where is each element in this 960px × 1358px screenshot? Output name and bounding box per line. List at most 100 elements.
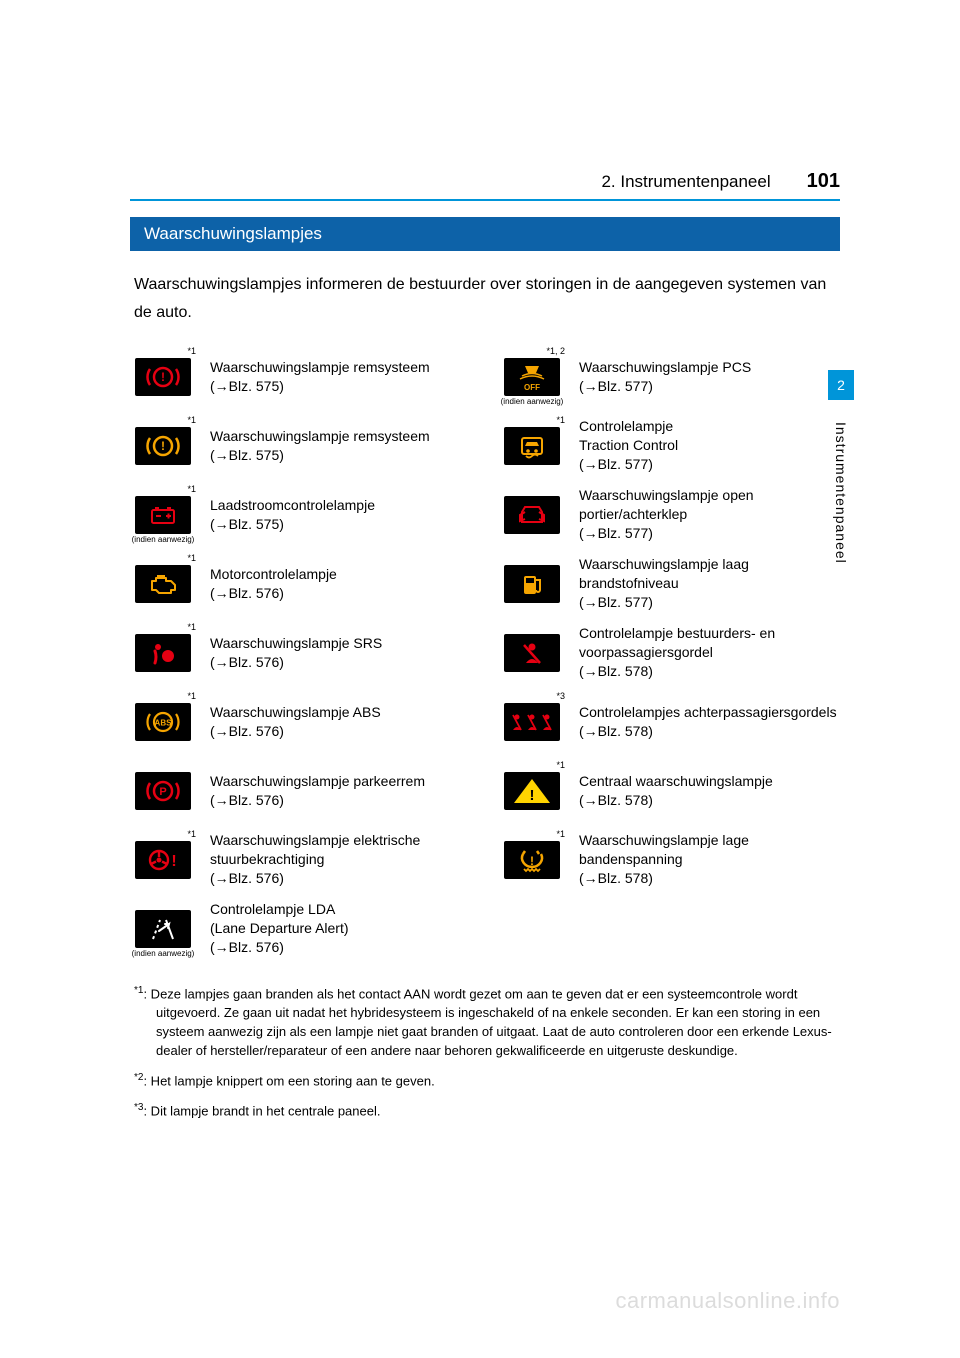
warning-entry-srs: *1 Waarschuwingslampje SRS(→Blz. 576): [130, 623, 471, 682]
columns: *1 ! Waarschuwingslampje remsysteem(→Blz…: [130, 347, 840, 968]
warning-label: Controlelampje bestuurders- en voorpassa…: [579, 624, 840, 681]
engine-icon: [135, 565, 191, 603]
warning-entry-parkbrake: P Waarschuwingslampje parkeerrem(→Blz. 5…: [130, 761, 471, 820]
section-title: 2. Instrumentenpaneel: [601, 172, 770, 192]
warning-label: Waarschuwingslampje ABS(→Blz. 576): [210, 703, 471, 741]
rearbelt-icon: [504, 703, 560, 741]
pcs-icon: OFF: [504, 358, 560, 396]
page: 2. Instrumentenpaneel 101 Waarschuwingsl…: [0, 0, 960, 1358]
icon-subscript: (indien aanwezig): [132, 536, 195, 544]
warning-entry-frontbelt: Controlelampje bestuurders- en voorpassa…: [499, 623, 840, 682]
icon-wrap: P: [130, 761, 196, 820]
warning-label: Waarschuwingslampje elektrische stuurbek…: [210, 831, 471, 888]
icon-wrap: *1: [499, 416, 565, 475]
icon-superscript: *1: [556, 830, 565, 839]
traction-icon: [504, 427, 560, 465]
svg-text:!: !: [530, 787, 535, 804]
icon-wrap: *1 !: [130, 830, 196, 889]
warning-label: Waarschuwingslampje parkeerrem(→Blz. 576…: [210, 772, 471, 810]
icon-wrap: (indien aanwezig): [130, 899, 196, 958]
warning-label: Waarschuwingslampje remsysteem(→Blz. 575…: [210, 358, 471, 396]
icon-superscript: *1: [187, 416, 196, 425]
icon-wrap: *1 !: [499, 761, 565, 820]
warning-label: Controlelampjes achterpassagiersgordels(…: [579, 703, 840, 741]
warning-entry-lda: (indien aanwezig) Controlelampje LDA(Lane…: [130, 899, 471, 958]
warning-label: Waarschuwingslampje laag brandstofniveau…: [579, 555, 840, 612]
warning-entry-charge: *1 (indien aanwezig) Laadstroomcontrolela…: [130, 485, 471, 544]
warning-label: Laadstroomcontrolelampje(→Blz. 575): [210, 496, 471, 534]
icon-wrap: *1 !: [130, 347, 196, 406]
watermark: carmanualsonline.info: [615, 1288, 840, 1314]
footnote-text: : Deze lampjes gaan branden als het cont…: [143, 986, 831, 1058]
fuel-icon: [504, 565, 560, 603]
master-icon: !: [504, 772, 560, 810]
footnote-text: : Dit lampje brandt in het centrale pane…: [143, 1103, 380, 1118]
svg-text:OFF: OFF: [524, 383, 540, 392]
svg-text:!: !: [161, 370, 165, 384]
side-tab-label: Instrumentenpaneel: [833, 422, 849, 564]
icon-wrap: [499, 623, 565, 682]
eps-icon: !: [135, 841, 191, 879]
warning-label: Waarschuwingslampje open portier/achterk…: [579, 486, 840, 543]
header-rule: [130, 199, 840, 201]
icon-wrap: *1: [130, 554, 196, 613]
warning-entry-tpms: *1 ! Waarschuwingslampje lage bandenspan…: [499, 830, 840, 889]
warning-label: Controlelampje LDA(Lane Departure Alert)…: [210, 900, 471, 957]
warning-label: Motorcontrolelampje(→Blz. 576): [210, 565, 471, 603]
warning-entry-eps: *1 ! Waarschuwingslampje elektrische stu…: [130, 830, 471, 889]
svg-text:ABS: ABS: [155, 719, 173, 728]
icon-subscript: (indien aanwezig): [132, 950, 195, 958]
icon-superscript: *1: [187, 485, 196, 494]
content-row: *1 ! Waarschuwingslampje remsysteem(→Blz…: [130, 347, 840, 968]
warning-entry-pcs: *1, 2 OFF (indien aanwezig) Waarschuwings…: [499, 347, 840, 406]
icon-wrap: *1: [130, 623, 196, 682]
column-right: *1, 2 OFF (indien aanwezig) Waarschuwings…: [499, 347, 840, 968]
footnotes: *1: Deze lampjes gaan branden als het co…: [130, 984, 840, 1121]
icon-superscript: *1: [187, 554, 196, 563]
column-left: *1 ! Waarschuwingslampje remsysteem(→Blz…: [130, 347, 471, 968]
svg-text:!: !: [530, 854, 534, 868]
icon-wrap: *1 (indien aanwezig): [130, 485, 196, 544]
icon-wrap: *1 !: [499, 830, 565, 889]
warning-label: Centraal waarschuwingslampje(→Blz. 578): [579, 772, 840, 810]
warning-entry-abs: *1 ABS Waarschuwingslampje ABS(→Blz. 576…: [130, 692, 471, 751]
dooropen-icon: [504, 496, 560, 534]
brake-amber-icon: !: [135, 427, 191, 465]
warning-entry-brake-red: *1 ! Waarschuwingslampje remsysteem(→Blz…: [130, 347, 471, 406]
icon-wrap: [499, 485, 565, 544]
icon-superscript: *1, 2: [546, 347, 565, 356]
abs-icon: ABS: [135, 703, 191, 741]
warning-label: ControlelampjeTraction Control(→Blz. 577…: [579, 417, 840, 474]
svg-text:!: !: [171, 853, 176, 870]
icon-superscript: *1: [187, 830, 196, 839]
icon-superscript: *1: [556, 416, 565, 425]
page-number: 101: [807, 170, 840, 193]
svg-text:P: P: [159, 786, 166, 798]
icon-wrap: [499, 554, 565, 613]
svg-text:!: !: [161, 439, 165, 453]
footnote: *2: Het lampje knippert om een storing a…: [134, 1071, 836, 1091]
icon-superscript: *1: [556, 761, 565, 770]
footnote: *1: Deze lampjes gaan branden als het co…: [134, 984, 836, 1061]
lda-icon: [135, 910, 191, 948]
footnote-text: : Het lampje knippert om een storing aan…: [143, 1073, 434, 1088]
icon-superscript: *1: [187, 347, 196, 356]
icon-subscript: (indien aanwezig): [501, 398, 564, 406]
icon-wrap: *3: [499, 692, 565, 751]
warning-label: Waarschuwingslampje PCS(→Blz. 577): [579, 358, 840, 396]
running-header: 2. Instrumentenpaneel 101: [130, 170, 840, 193]
srs-icon: [135, 634, 191, 672]
warning-entry-master: *1 ! Centraal waarschuwingslampje(→Blz. …: [499, 761, 840, 820]
warning-entry-rearbelt: *3 Controlelampjes achterpassagiersgorde…: [499, 692, 840, 751]
footnote: *3: Dit lampje brandt in het centrale pa…: [134, 1101, 836, 1121]
icon-superscript: *3: [556, 692, 565, 701]
intro-text: Waarschuwingslampjes informeren de bestu…: [130, 271, 840, 327]
warning-entry-engine: *1 Motorcontrolelampje(→Blz. 576): [130, 554, 471, 613]
icon-wrap: *1 ABS: [130, 692, 196, 751]
icon-superscript: *1: [187, 692, 196, 701]
warning-label: Waarschuwingslampje SRS(→Blz. 576): [210, 634, 471, 672]
charge-icon: [135, 496, 191, 534]
icon-wrap: *1 !: [130, 416, 196, 475]
side-stack: 2 Instrumentenpaneel: [828, 370, 854, 564]
icon-superscript: *1: [187, 623, 196, 632]
